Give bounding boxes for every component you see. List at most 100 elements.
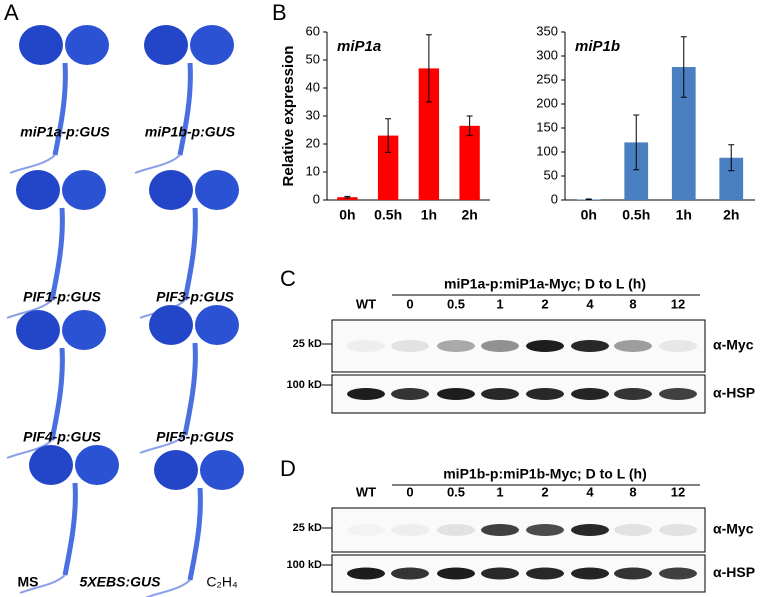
error-bar [633, 114, 640, 171]
x-tick-label: 2h [723, 207, 739, 223]
size-marker: 100 kD [287, 379, 323, 391]
panel-letter: C [280, 266, 296, 291]
band [571, 340, 609, 352]
seedling-label: 5XEBS:GUS [80, 574, 162, 590]
band [571, 524, 609, 536]
lane-label: 12 [671, 296, 685, 311]
band [481, 388, 519, 400]
blot-title: miP1b-p:miP1b-Myc; D to L (h) [443, 466, 647, 482]
seedling-label: PIF4-p:GUS [23, 429, 101, 445]
size-marker: 25 kD [293, 338, 322, 350]
error-bar [466, 115, 473, 137]
error-bar [425, 34, 432, 103]
y-tick-label: 350 [536, 23, 558, 38]
band [526, 567, 564, 580]
y-axis-label: Relative expression [280, 46, 297, 187]
antibody-label: α-HSP [713, 564, 755, 580]
seedling-label: PIF5-p:GUS [156, 429, 234, 445]
panel-letter: B [272, 0, 287, 25]
antibody-label: α-Myc [713, 521, 754, 537]
y-tick-label: 10 [306, 163, 320, 178]
y-tick-label: 150 [536, 119, 558, 134]
band [526, 340, 564, 352]
band [659, 567, 697, 580]
band [391, 524, 429, 536]
error-bar [385, 118, 392, 153]
band [526, 524, 564, 536]
lane-label: 0 [406, 296, 413, 311]
lane-label: WT [356, 296, 376, 311]
seedling-images [7, 25, 244, 597]
seedling-label: PIF3-p:GUS [156, 289, 234, 305]
band [571, 388, 609, 400]
panel-letter: A [4, 0, 19, 25]
x-tick-label: 1h [676, 207, 692, 223]
band [437, 340, 475, 352]
band [437, 388, 475, 400]
lane-label: WT [356, 484, 376, 499]
y-tick-label: 0 [313, 191, 320, 206]
band [391, 567, 429, 580]
seedling-label: miP1b-p:GUS [145, 124, 236, 140]
bar [719, 157, 744, 200]
error-bar [344, 195, 351, 199]
blot-membrane [331, 319, 706, 373]
bar [671, 67, 696, 200]
band [347, 340, 385, 352]
lane-label: 8 [629, 484, 636, 499]
bar [418, 68, 440, 201]
bar [459, 125, 480, 200]
band [391, 388, 429, 400]
y-tick-label: 0 [551, 191, 558, 206]
lane-label: 12 [671, 484, 685, 499]
lane-label: 0 [406, 484, 413, 499]
bar [624, 142, 649, 200]
seedling-label: PIF1-p:GUS [23, 289, 101, 305]
y-tick-label: 250 [536, 71, 558, 86]
lane-label: 1 [496, 484, 503, 499]
y-tick-label: 50 [306, 51, 320, 66]
band [659, 340, 697, 352]
x-tick-label: 0.5h [374, 207, 402, 223]
band [437, 524, 475, 536]
band [347, 567, 385, 580]
y-tick-label: 40 [306, 79, 320, 94]
lane-label: 4 [586, 484, 594, 499]
band [614, 524, 652, 536]
y-tick-label: 60 [306, 23, 320, 38]
x-tick-label: 1h [421, 207, 437, 223]
band [614, 388, 652, 400]
seedling-label: C₂H₄ [206, 574, 238, 590]
band [614, 340, 652, 352]
chart-title: miP1a [337, 38, 381, 55]
lane-label: 2 [541, 296, 548, 311]
seedling-label: MS [18, 574, 39, 590]
lane-label: 4 [586, 296, 594, 311]
lane-label: 8 [629, 296, 636, 311]
blot-title: miP1a-p:miP1a-Myc; D to L (h) [444, 276, 646, 292]
band [614, 567, 652, 580]
x-tick-label: 0h [339, 207, 355, 223]
lane-label: 0.5 [447, 484, 465, 499]
band [481, 340, 519, 352]
x-tick-label: 0h [581, 207, 597, 223]
y-tick-label: 20 [306, 135, 320, 150]
band [659, 524, 697, 536]
bar [337, 197, 358, 200]
band [347, 524, 385, 536]
size-marker: 25 kD [293, 522, 322, 534]
error-bar [585, 198, 592, 201]
y-tick-label: 30 [306, 107, 320, 122]
band [437, 567, 475, 580]
lane-label: 1 [496, 296, 503, 311]
y-tick-label: 200 [536, 95, 558, 110]
chart-title: miP1b [575, 38, 620, 55]
size-marker: 100 kD [287, 559, 323, 571]
lane-label: 2 [541, 484, 548, 499]
antibody-label: α-HSP [713, 385, 755, 401]
band [659, 388, 697, 400]
band [481, 567, 519, 580]
band [526, 388, 564, 400]
y-tick-label: 100 [536, 143, 558, 158]
